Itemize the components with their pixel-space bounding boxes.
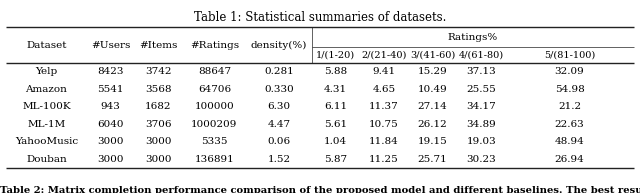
- Text: 1/(1-20): 1/(1-20): [316, 51, 355, 59]
- Text: 34.89: 34.89: [467, 120, 496, 129]
- Text: 8423: 8423: [97, 67, 124, 76]
- Text: 11.37: 11.37: [369, 102, 399, 111]
- Text: 6.30: 6.30: [268, 102, 291, 111]
- Text: 0.06: 0.06: [268, 137, 291, 146]
- Text: 1.04: 1.04: [324, 137, 348, 146]
- Text: 6.11: 6.11: [324, 102, 348, 111]
- Text: 25.71: 25.71: [418, 155, 447, 164]
- Text: 4.31: 4.31: [324, 85, 348, 94]
- Text: 48.94: 48.94: [555, 137, 584, 146]
- Text: 19.15: 19.15: [418, 137, 447, 146]
- Text: 5.88: 5.88: [324, 67, 348, 76]
- Text: YahooMusic: YahooMusic: [15, 137, 78, 146]
- Text: 136891: 136891: [195, 155, 234, 164]
- Text: 5335: 5335: [201, 137, 228, 146]
- Text: #Users: #Users: [91, 41, 130, 49]
- Text: #Ratings: #Ratings: [190, 41, 239, 49]
- Text: 6040: 6040: [97, 120, 124, 129]
- Text: 4/(61-80): 4/(61-80): [459, 51, 504, 59]
- Text: 25.55: 25.55: [467, 85, 496, 94]
- Text: ML-1M: ML-1M: [28, 120, 65, 129]
- Text: 3000: 3000: [97, 137, 124, 146]
- Text: Amazon: Amazon: [26, 85, 67, 94]
- Text: 34.17: 34.17: [467, 102, 496, 111]
- Text: 37.13: 37.13: [467, 67, 496, 76]
- Text: 26.12: 26.12: [418, 120, 447, 129]
- Text: 10.75: 10.75: [369, 120, 399, 129]
- Text: 0.281: 0.281: [264, 67, 294, 76]
- Text: 3568: 3568: [145, 85, 172, 94]
- Text: 4.47: 4.47: [268, 120, 291, 129]
- Text: 9.41: 9.41: [372, 67, 396, 76]
- Text: Douban: Douban: [26, 155, 67, 164]
- Text: 54.98: 54.98: [555, 85, 584, 94]
- Text: 5.87: 5.87: [324, 155, 348, 164]
- Text: 30.23: 30.23: [467, 155, 496, 164]
- Text: 3706: 3706: [145, 120, 172, 129]
- Text: 15.29: 15.29: [418, 67, 447, 76]
- Text: 32.09: 32.09: [555, 67, 584, 76]
- Text: Ratings%: Ratings%: [447, 32, 498, 41]
- Text: 1682: 1682: [145, 102, 172, 111]
- Text: Table 1: Statistical summaries of datasets.: Table 1: Statistical summaries of datase…: [194, 11, 446, 24]
- Text: Dataset: Dataset: [26, 41, 67, 49]
- Text: 3000: 3000: [145, 155, 172, 164]
- Text: 19.03: 19.03: [467, 137, 496, 146]
- Text: density(%): density(%): [251, 41, 307, 50]
- Text: 3/(41-60): 3/(41-60): [410, 51, 455, 59]
- Text: 3742: 3742: [145, 67, 172, 76]
- Text: 943: 943: [100, 102, 120, 111]
- Text: 27.14: 27.14: [418, 102, 447, 111]
- Text: #Items: #Items: [140, 41, 177, 49]
- Text: 88647: 88647: [198, 67, 231, 76]
- Text: 11.25: 11.25: [369, 155, 399, 164]
- Text: 0.330: 0.330: [264, 85, 294, 94]
- Text: 64706: 64706: [198, 85, 231, 94]
- Text: 10.49: 10.49: [418, 85, 447, 94]
- Text: 1.52: 1.52: [268, 155, 291, 164]
- Text: 3000: 3000: [145, 137, 172, 146]
- Text: 22.63: 22.63: [555, 120, 584, 129]
- Text: 4.65: 4.65: [372, 85, 396, 94]
- Text: 1000209: 1000209: [191, 120, 237, 129]
- Text: 11.84: 11.84: [369, 137, 399, 146]
- Text: 3000: 3000: [97, 155, 124, 164]
- Text: 5.61: 5.61: [324, 120, 348, 129]
- Text: 100000: 100000: [195, 102, 234, 111]
- Text: Table 2: Matrix completion performance comparison of the proposed model and diff: Table 2: Matrix completion performance c…: [0, 186, 640, 193]
- Text: 5/(81-100): 5/(81-100): [544, 51, 595, 59]
- Text: 21.2: 21.2: [558, 102, 581, 111]
- Text: 26.94: 26.94: [555, 155, 584, 164]
- Text: 5541: 5541: [97, 85, 124, 94]
- Text: Yelp: Yelp: [35, 67, 58, 76]
- Text: 2/(21-40): 2/(21-40): [362, 51, 406, 59]
- Text: ML-100K: ML-100K: [22, 102, 70, 111]
